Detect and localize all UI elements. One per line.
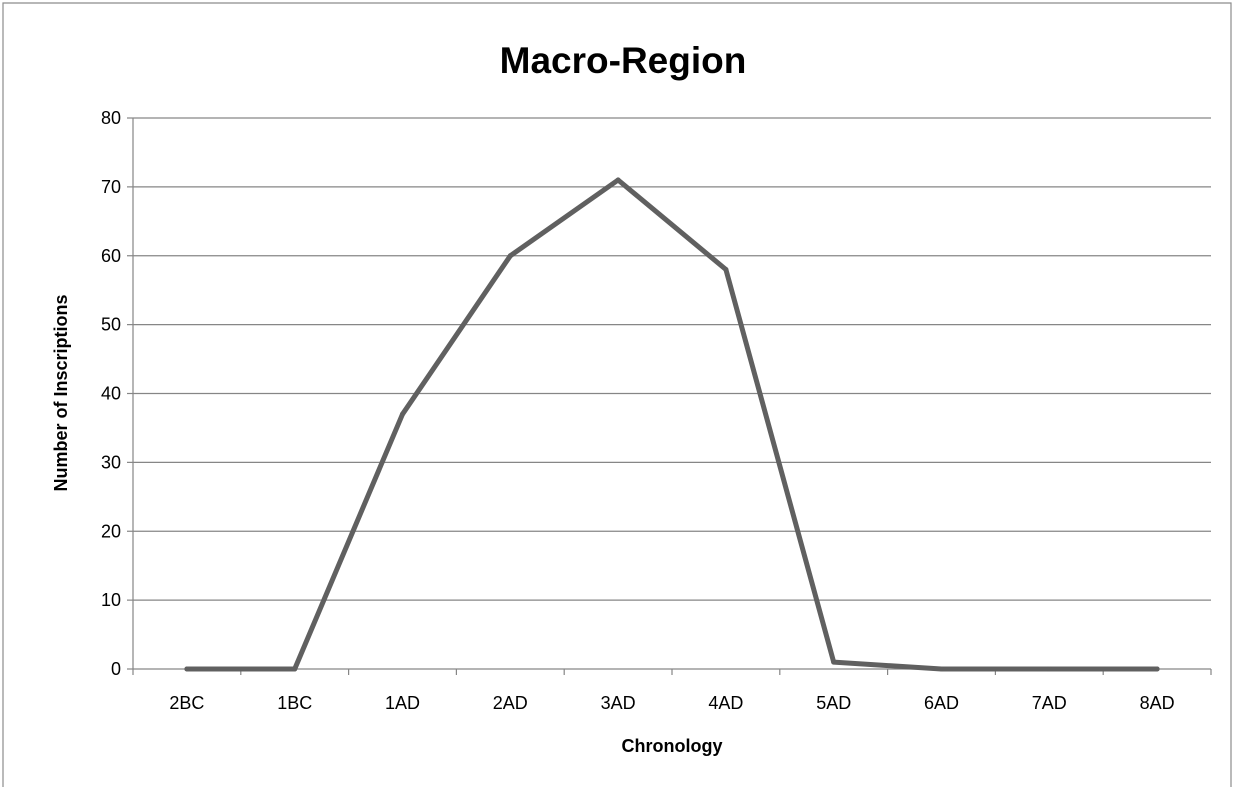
y-tick-label: 20: [101, 521, 121, 541]
data-point: [1154, 666, 1160, 672]
x-tick-label: 1BC: [277, 693, 312, 713]
x-axis-ticks: 2BC 1BC 1AD 2AD 3AD 4AD 5AD 6AD 7AD 8AD: [132, 669, 1212, 713]
x-tick-label: 8AD: [1140, 693, 1175, 713]
data-point: [400, 411, 405, 417]
data-point: [831, 659, 837, 665]
y-tick-label: 40: [101, 384, 121, 404]
series-line: [184, 177, 1160, 672]
y-tick-label: 60: [101, 246, 121, 266]
data-point: [723, 267, 729, 273]
chart-title: Macro-Region: [500, 40, 747, 81]
x-tick-label: 6AD: [924, 693, 959, 713]
x-tick-label: 1AD: [385, 693, 420, 713]
data-point: [939, 666, 944, 672]
y-axis-ticks: 0 10 20 30 40 50 60 70 80: [101, 108, 133, 679]
data-point: [292, 666, 298, 672]
data-point: [615, 177, 621, 183]
data-point: [1046, 666, 1052, 672]
data-point: [507, 253, 513, 259]
y-tick-label: 70: [101, 177, 121, 197]
x-tick-label: 2BC: [169, 693, 204, 713]
y-tick-label: 10: [101, 590, 121, 610]
y-axis-title: Number of Inscriptions: [51, 294, 71, 491]
y-tick-label: 30: [101, 452, 121, 472]
x-tick-label: 4AD: [708, 693, 743, 713]
y-tick-label: 0: [111, 659, 121, 679]
data-point: [184, 666, 190, 672]
x-tick-label: 7AD: [1032, 693, 1067, 713]
gridlines: [133, 117, 1211, 601]
x-tick-label: 3AD: [601, 693, 636, 713]
y-tick-label: 80: [101, 108, 121, 128]
x-axis-title: Chronology: [622, 736, 723, 756]
y-tick-label: 50: [101, 315, 121, 335]
x-tick-label: 2AD: [493, 693, 528, 713]
series: [184, 177, 1160, 672]
x-tick-label: 5AD: [816, 693, 851, 713]
